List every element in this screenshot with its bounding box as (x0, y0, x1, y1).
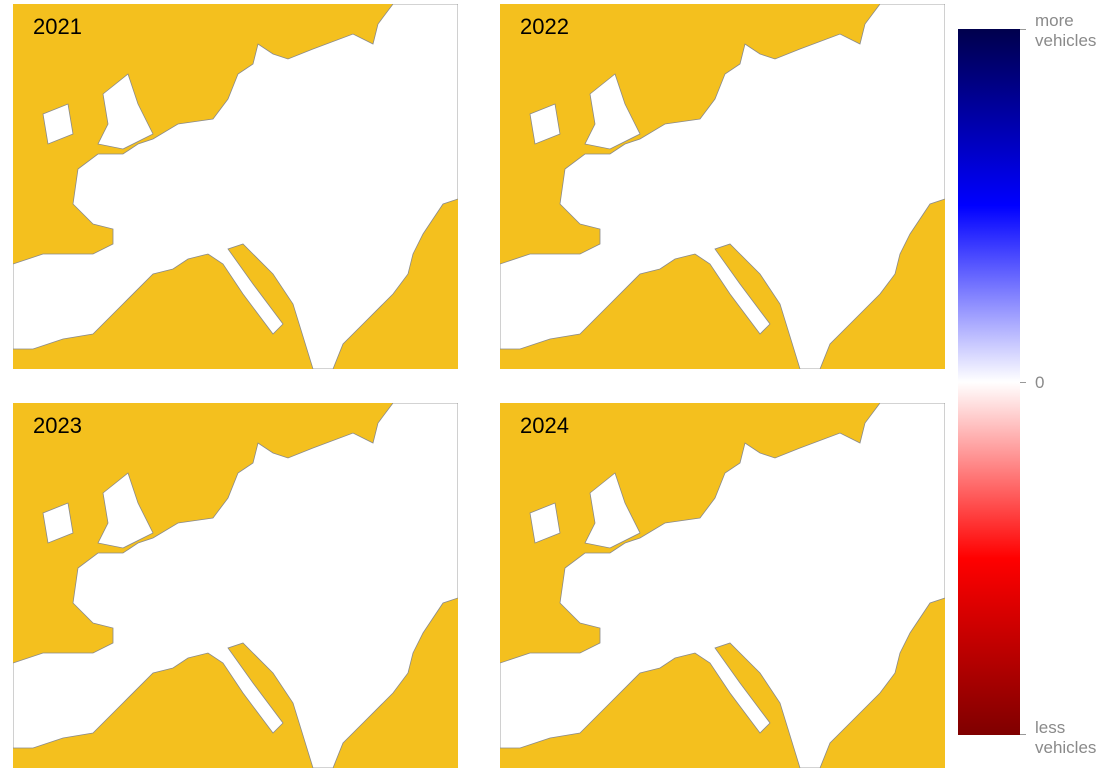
map-panel: 2023 (13, 403, 458, 768)
colorbar-label: 0 (1035, 373, 1045, 392)
map (500, 4, 945, 369)
colorbar-label: less vehicles (1035, 718, 1097, 757)
panel-label: 2024 (520, 413, 569, 438)
colorbar (958, 29, 1020, 735)
colorbar-label: more vehicles (1035, 11, 1097, 50)
map (13, 4, 458, 369)
colorbar-tick (1020, 29, 1026, 30)
map (500, 403, 945, 768)
map-panel: 2024 (500, 403, 945, 768)
colorbar-tick (1020, 734, 1026, 735)
panel-label: 2021 (33, 14, 82, 39)
colorbar-tick (1020, 382, 1026, 383)
map-panel: 2021 (13, 4, 458, 369)
map-panel: 2022 (500, 4, 945, 369)
panel-label: 2023 (33, 413, 82, 438)
map (13, 403, 458, 768)
panel-label: 2022 (520, 14, 569, 39)
